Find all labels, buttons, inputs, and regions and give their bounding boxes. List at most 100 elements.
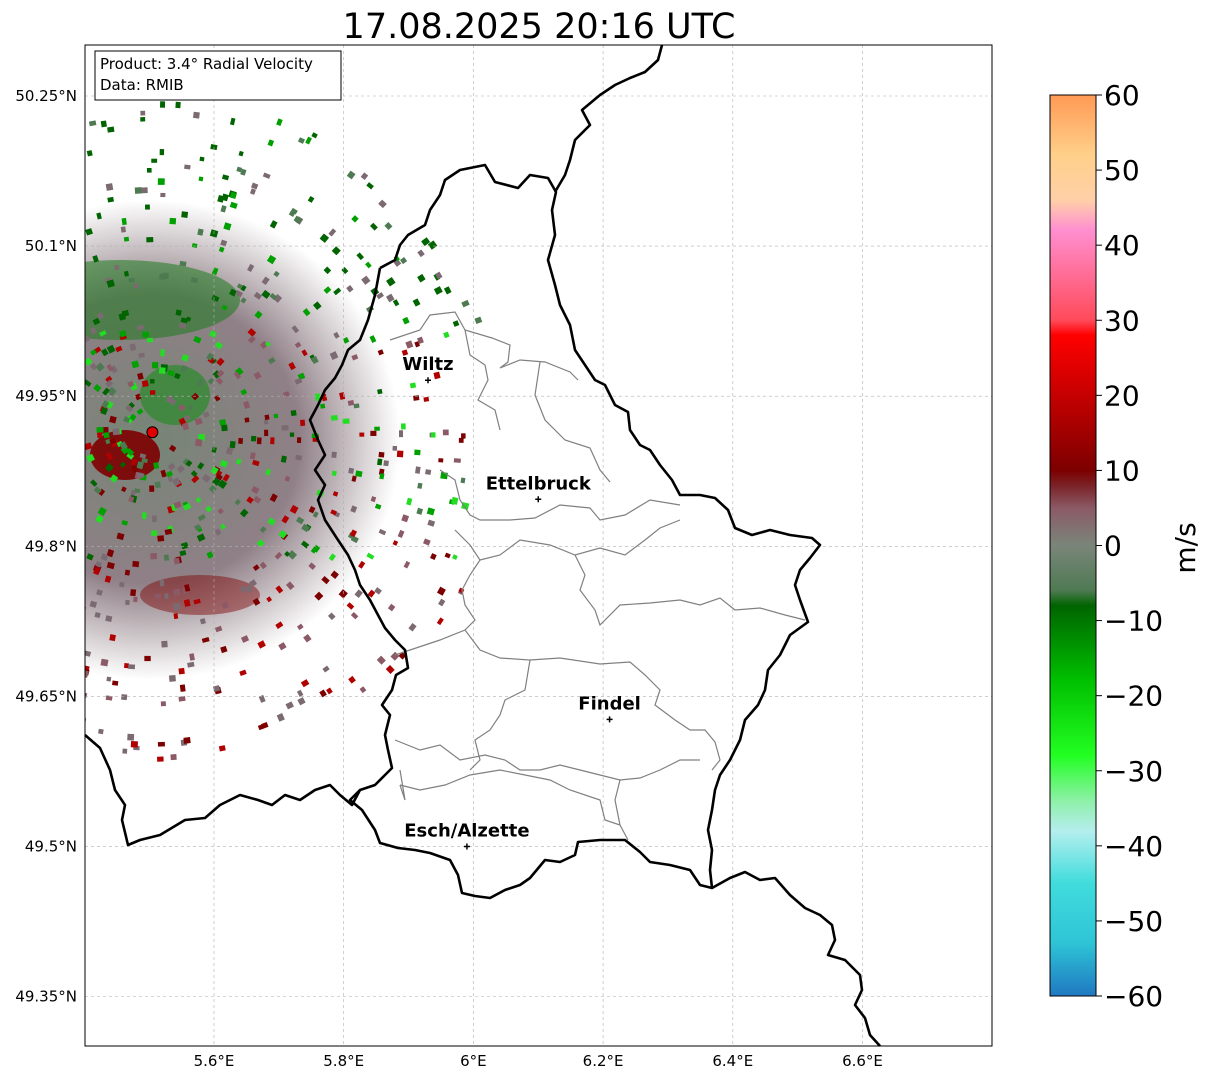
- radar-echo-pixel: [127, 664, 136, 670]
- radar-echo-pixel: [415, 466, 421, 474]
- radar-echo-pixel: [348, 675, 356, 684]
- canton-border-line: [399, 769, 629, 841]
- radar-echo-pixel: [211, 267, 219, 276]
- radar-echo-pixel: [164, 593, 169, 600]
- radar-echo-pixel: [106, 561, 115, 570]
- canton-borders: [389, 311, 806, 841]
- radar-echo-pixel: [124, 663, 130, 669]
- radar-echo-pixel: [193, 335, 202, 344]
- radar-echo-pixel: [370, 430, 377, 436]
- radar-echo-pixel: [137, 372, 144, 380]
- radar-echo-pixel: [444, 552, 451, 559]
- radar-echo-pixel: [125, 448, 135, 457]
- radar-echo-pixel: [153, 462, 160, 469]
- radar-echo-pixel: [296, 689, 304, 697]
- radar-echo-pixel: [259, 340, 269, 350]
- colorbar: 60 50 40 30 20 10 0 −10 −20 −30 −40 −50 −60 m/s: [1049, 79, 1202, 1013]
- radar-echo-pixel: [257, 640, 266, 649]
- radar-echo-pixel: [102, 387, 110, 396]
- radar-echo-pixel: [94, 611, 101, 619]
- radar-echo-pixel: [402, 316, 410, 325]
- city-marker: [535, 496, 542, 503]
- radar-echo-pixel: [276, 713, 285, 722]
- radar-echo-pixel: [159, 149, 165, 156]
- radar-echo-pixel: [201, 473, 211, 483]
- radar-echo-pixel: [215, 377, 224, 385]
- radar-echo-pixel: [122, 748, 128, 754]
- radar-echo-pixel: [183, 599, 191, 607]
- radar-echo-pixel: [397, 529, 405, 539]
- radar-echo-pixel: [396, 450, 404, 458]
- radar-echo-pixel: [158, 367, 166, 375]
- radar-echo-pixel: [101, 400, 110, 409]
- radar-echo-pixel: [180, 364, 188, 373]
- radar-echo-pixel: [453, 458, 461, 463]
- radar-echo-pixel: [131, 360, 140, 369]
- radar-echo-pixel: [101, 348, 109, 357]
- radar-echo-pixel: [253, 291, 263, 300]
- radar-echo-pixel: [307, 195, 315, 203]
- city-marker: [425, 377, 432, 384]
- radar-echo-pixel: [351, 354, 359, 361]
- radar-echo-pixel: [351, 475, 357, 482]
- latitude-axis: 50.25°N 50.1°N 49.95°N 49.8°N 49.65°N 49.5°N 4…: [15, 87, 77, 1006]
- radar-echo-pixel: [172, 477, 181, 487]
- radar-echo-pixel: [366, 182, 374, 190]
- radar-echo-pixel: [300, 679, 310, 688]
- germany-france-border: [711, 870, 881, 1047]
- lat-tick-label: 49.65°N: [15, 687, 77, 705]
- radar-echo-pixel: [297, 137, 305, 144]
- city-label: Ettelbruck: [486, 473, 592, 494]
- radar-echo-pixel: [130, 740, 139, 748]
- radar-echo-pixel: [430, 432, 436, 438]
- radar-echo-pixel: [208, 484, 217, 494]
- radar-echo-pixel: [333, 331, 340, 339]
- radar-echo-pixel: [436, 617, 444, 626]
- radar-echo-pixel: [236, 283, 243, 290]
- radar-echo-pixel: [127, 380, 135, 388]
- radar-echo-pixel: [331, 246, 341, 256]
- radar-echo-pixel: [206, 352, 214, 361]
- radar-echo-pixel: [276, 118, 283, 127]
- radar-echo-pixel: [96, 427, 104, 433]
- radar-echo-pixel: [238, 150, 244, 157]
- radar-echo-pixel: [323, 266, 332, 275]
- radar-echo-pixel: [199, 618, 206, 625]
- radar-echo-pixel: [119, 441, 128, 450]
- radar-echo-pixel: [278, 529, 288, 539]
- radar-echo-pixel: [178, 322, 187, 329]
- radar-echo-pixel: [154, 481, 161, 489]
- radar-echo-pixel: [284, 475, 291, 482]
- radar-echo-pixel: [149, 390, 156, 395]
- radar-echo-pixel: [370, 496, 377, 503]
- radar-echo-pixel: [267, 357, 276, 365]
- radar-echo-pixel: [194, 417, 203, 426]
- radar-echo-pixel: [100, 553, 109, 561]
- canton-border-line: [479, 519, 681, 561]
- radar-echo-pixel: [134, 488, 141, 494]
- radar-echo-pixel: [312, 301, 322, 311]
- radar-echo-pixel: [174, 372, 181, 380]
- lon-tick-label: 6.6°E: [842, 1052, 883, 1070]
- lat-tick-label: 49.35°N: [15, 988, 77, 1006]
- radar-echo-pixel: [290, 409, 297, 417]
- radar-echo-pixel: [152, 362, 159, 369]
- radar-echo-pixel: [229, 117, 236, 126]
- radar-echo-pixel: [378, 451, 385, 458]
- canton-border-line: [464, 329, 501, 431]
- radar-echo-pixel: [452, 320, 460, 327]
- radar-echo-pixel: [348, 467, 355, 474]
- radar-echo-pixel: [173, 613, 179, 620]
- radar-echo-pixel: [267, 139, 275, 147]
- radar-echo-pixel: [374, 587, 382, 595]
- radar-echo-pixel: [229, 191, 237, 200]
- radar-echo-pixel: [221, 601, 229, 609]
- radar-echo-pixel: [175, 101, 181, 109]
- radar-echo-pixel: [215, 473, 223, 481]
- radar-echo-green-band: [85, 260, 240, 340]
- radar-echo-pixel: [332, 491, 339, 497]
- radar-echo-pixel: [314, 591, 324, 601]
- longitude-axis: 5.6°E 5.8°E 6°E 6.2°E 6.4°E 6.6°E: [194, 1052, 883, 1070]
- radar-echo-pixel: [416, 507, 424, 515]
- radar-echo-pixel: [119, 581, 125, 588]
